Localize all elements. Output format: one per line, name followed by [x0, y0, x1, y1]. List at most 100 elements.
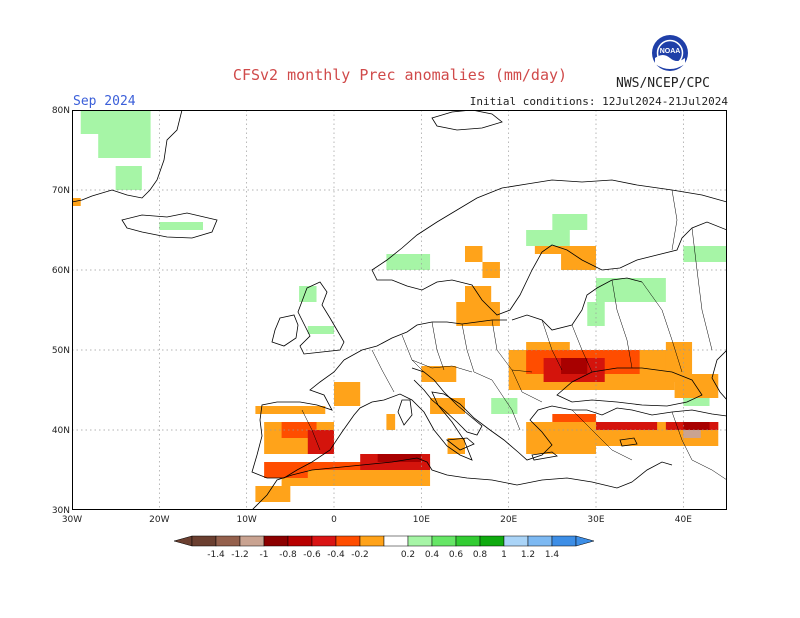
- colorbar-label: 0.6: [449, 550, 464, 560]
- coast-ireland: [271, 314, 299, 347]
- coast-caspian: [711, 349, 728, 401]
- anomaly-cell-neg_02_04: [622, 374, 649, 382]
- anomaly-cell-pos_02_04: [299, 286, 317, 302]
- lat-label: 70N: [52, 186, 70, 196]
- coast-sardinia: [397, 399, 413, 426]
- coast-italy: [411, 367, 483, 436]
- colorbar-label: -0.8: [279, 550, 297, 560]
- colorbar-bin: [239, 535, 265, 547]
- initial-conditions: Initial conditions: 12Jul2024-21Jul2024: [469, 95, 728, 108]
- forecast-month: Sep 2024: [73, 94, 136, 109]
- agency-label: NWS/NCEP/CPC: [616, 76, 710, 91]
- colorbar-bin: [383, 535, 409, 547]
- colorbar-bin: [359, 535, 385, 547]
- anomaly-cell-neg_02_04: [255, 486, 291, 502]
- colorbar-label: 0.4: [425, 550, 440, 560]
- anomaly-cell-neg_02_04: [561, 254, 596, 270]
- anomaly-cell-neg_02_04: [447, 438, 465, 454]
- colorbar-bin: [503, 535, 529, 547]
- colorbar-bin: [407, 535, 433, 547]
- chart-title: CFSv2 monthly Prec anomalies (mm/day): [232, 66, 568, 84]
- colorbar-label: -0.6: [303, 550, 321, 560]
- logo-seal-ring: [656, 39, 684, 67]
- colorbar-bin: [479, 535, 505, 547]
- colorbar-label: -1.2: [231, 550, 249, 560]
- lat-label: 50N: [52, 346, 70, 356]
- country-borders: [301, 189, 728, 481]
- anomaly-cell-neg_12_14: [683, 430, 701, 438]
- colorbar-bin: [263, 535, 289, 547]
- anomaly-cell-pos_02_04: [526, 230, 570, 246]
- lat-label: 40N: [52, 426, 70, 436]
- lon-label: 30E: [587, 515, 604, 525]
- lon-label: 10E: [413, 515, 430, 525]
- colorbar-label: 0.8: [473, 550, 488, 560]
- anomaly-cell-pos_02_04: [307, 326, 334, 334]
- lon-label: 10W: [236, 515, 256, 525]
- coast-svalbard: [431, 109, 503, 131]
- coast-greenland: [71, 109, 183, 203]
- noaa-logo-icon: NOAA: [652, 35, 688, 71]
- anomaly-cell-neg_02_04: [534, 246, 596, 254]
- colorbar-bin: [311, 535, 337, 547]
- coast-west-europe: [251, 319, 728, 479]
- anomaly-cell-pos_02_04: [159, 222, 203, 230]
- lon-label: 20W: [149, 515, 169, 525]
- anomaly-cell-neg_08_10: [683, 422, 710, 430]
- colorbar-bin: [287, 535, 313, 547]
- anomaly-cell-neg_08_10: [377, 454, 422, 462]
- colorbar-label: -0.2: [351, 550, 369, 560]
- anomaly-cell-neg_02_04: [72, 198, 81, 206]
- anomaly-cell-neg_02_04: [456, 302, 500, 326]
- colorbar-label: 1: [501, 550, 507, 560]
- anomaly-cell-neg_04_06: [552, 414, 596, 422]
- anomaly-cell-neg_04_06: [281, 422, 317, 438]
- coast-crete: [531, 451, 558, 461]
- noaa-logo: NOAA: [651, 34, 689, 76]
- anomaly-cell-pos_02_04: [115, 166, 142, 190]
- map-svg: [71, 109, 728, 511]
- colorbar-bin: [335, 535, 361, 547]
- colorbar-svg: -1.4 -1.2 -1 -0.8 -0.6 -0.4 -0.2 0.2 0.4 0.6 0.8 1 1…: [173, 535, 595, 560]
- anomaly-layer: [72, 110, 727, 502]
- anomaly-cell-pos_02_04: [683, 246, 727, 262]
- colorbar-arrow-left: [173, 535, 193, 547]
- coast-scandinavia: [371, 179, 728, 316]
- anomaly-cell-neg_08_10: [561, 358, 588, 374]
- lon-label: 20E: [500, 515, 517, 525]
- map-panel: [71, 109, 728, 514]
- lat-label: 30N: [52, 506, 70, 516]
- colorbar-label: 1.2: [521, 550, 535, 560]
- anomaly-cell-neg_06_08: [596, 422, 658, 430]
- anomaly-cell-neg_04_06: [264, 462, 308, 478]
- coast-north-africa: [251, 457, 673, 511]
- graticule: [71, 109, 727, 511]
- coast-black-sea: [556, 367, 703, 407]
- colorbar-label: 1.4: [545, 550, 560, 560]
- coast-iceland: [121, 212, 218, 239]
- anomaly-cell-pos_02_04: [80, 110, 151, 134]
- lon-label: 30W: [62, 515, 82, 525]
- colorbar-bin: [527, 535, 553, 547]
- colorbar-bin: [551, 535, 577, 547]
- anomaly-cell-neg_02_04: [421, 366, 457, 382]
- anomaly-cell-pos_02_04: [98, 134, 151, 158]
- anomaly-cell-neg_02_04: [430, 398, 465, 414]
- svg-text:NOAA: NOAA: [660, 48, 681, 55]
- anomaly-cell-neg_02_04: [316, 470, 431, 486]
- anomaly-cell-pos_02_04: [386, 254, 431, 270]
- lat-label: 60N: [52, 266, 70, 276]
- anomaly-cell-pos_02_04: [596, 278, 666, 302]
- lon-label: 40E: [675, 515, 692, 525]
- colorbar-label: -0.4: [327, 550, 345, 560]
- colorbar-bin: [215, 535, 241, 547]
- colorbar-arrow-right: [575, 535, 595, 547]
- colorbar-bin: [455, 535, 481, 547]
- coastlines: [71, 109, 728, 511]
- coast-cyprus: [619, 437, 638, 447]
- colorbar-bin: [431, 535, 457, 547]
- coast-baltic: [511, 277, 643, 331]
- anomaly-cell-pos_02_04: [491, 398, 518, 414]
- anomaly-cell-neg_02_04: [334, 382, 361, 406]
- coast-britain: [297, 281, 345, 355]
